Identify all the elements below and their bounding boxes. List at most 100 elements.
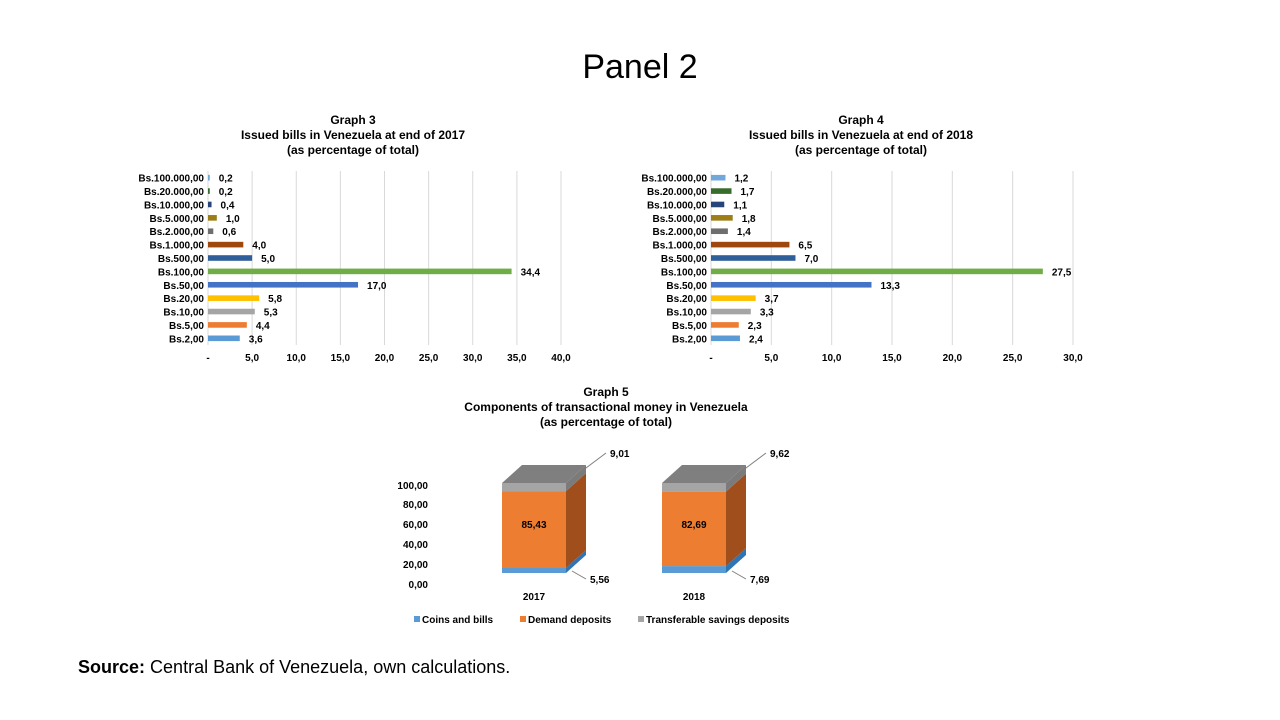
category-label: Bs.20,00 [163, 294, 204, 305]
bar [208, 335, 240, 342]
x-tick-label: 30,0 [1063, 353, 1083, 364]
bar [711, 322, 739, 328]
bar [208, 268, 512, 275]
y-tick-label: 100,00 [397, 481, 428, 492]
bar [711, 295, 756, 301]
bar-segment-side [726, 473, 746, 567]
source-note: Source: Central Bank of Venezuela, own c… [78, 657, 510, 678]
bar [208, 281, 359, 288]
x-tick-label: - [206, 353, 209, 364]
category-label: Bs.10.000,00 [144, 200, 204, 211]
data-label: 0,2 [219, 187, 233, 198]
legend-label: Coins and bills [422, 615, 494, 626]
leader-line [741, 452, 767, 472]
graph5-subtitle2: (as percentage of total) [539, 415, 673, 429]
category-label: Bs.1.000,00 [150, 241, 205, 252]
data-label: 0,2 [219, 174, 233, 185]
x-tick-label: 5,0 [245, 353, 259, 364]
x-tick-label: 10,0 [822, 353, 842, 364]
y-tick-label: 40,00 [403, 540, 428, 551]
x-tick-label: 35,0 [507, 353, 527, 364]
leader-line [581, 452, 607, 472]
category-label: Bs.10.000,00 [647, 200, 707, 211]
data-label: 3,6 [249, 334, 263, 345]
bar-top-face [502, 465, 586, 483]
category-label: Bs.10,00 [666, 308, 707, 319]
category-label: Bs.20.000,00 [647, 187, 707, 198]
bar-segment [502, 491, 566, 568]
source-label: Source: [78, 657, 146, 677]
category-label: Bs.2.000,00 [653, 227, 708, 238]
bar [208, 255, 253, 261]
legend-swatch [520, 616, 526, 622]
data-label: 34,4 [521, 267, 541, 278]
data-label: 3,7 [765, 294, 779, 305]
graph3-subtitle2: (as percentage of total) [286, 143, 420, 157]
x-tick-label: 10,0 [287, 353, 307, 364]
x-tick-label: 30,0 [463, 353, 483, 364]
bar [711, 228, 728, 235]
legend-swatch [638, 616, 644, 622]
category-label: Bs.5.000,00 [653, 214, 708, 225]
category-label: Bs.50,00 [666, 281, 707, 292]
bar [208, 308, 255, 315]
category-label: Bs.1.000,00 [653, 241, 708, 252]
data-label: 27,5 [1052, 267, 1072, 278]
bar-segment-side [566, 473, 586, 568]
bar [208, 174, 210, 181]
x-category-label: 2018 [683, 592, 706, 603]
bar-segment-side [726, 548, 746, 573]
graph4-title: Graph 4 [838, 113, 884, 127]
graph3-subtitle: Issued bills in Venezuela at end of 2017 [240, 128, 466, 142]
bar-top-face [662, 465, 746, 483]
x-tick-label: - [709, 353, 712, 364]
bar [711, 255, 796, 261]
bar [208, 188, 210, 194]
data-label: 85,43 [521, 520, 546, 531]
leader-line [571, 570, 587, 580]
graph5-subtitle: Components of transactional money in Ven… [464, 400, 748, 414]
x-tick-label: 5,0 [764, 353, 778, 364]
data-label: 2,3 [748, 321, 762, 332]
bar-segment [662, 566, 726, 573]
legend-swatch [414, 616, 420, 622]
graph5-title-block: Graph 5 Components of transactional mone… [456, 385, 756, 430]
category-label: Bs.2.000,00 [150, 227, 205, 238]
category-label: Bs.100.000,00 [641, 174, 707, 185]
data-label: 4,4 [256, 321, 270, 332]
category-label: Bs.500,00 [661, 254, 708, 265]
category-label: Bs.100.000,00 [138, 174, 204, 185]
bar-segment-side [566, 549, 586, 573]
source-text: Central Bank of Venezuela, own calculati… [150, 657, 511, 677]
bar [711, 201, 725, 208]
x-tick-label: 25,0 [1003, 353, 1023, 364]
data-label: 5,8 [268, 294, 282, 305]
graph4-title-block: Graph 4 Issued bills in Venezuela at end… [711, 113, 1011, 158]
bar [711, 174, 726, 181]
bar [208, 322, 247, 328]
category-label: Bs.5.000,00 [150, 214, 205, 225]
bar [208, 215, 217, 221]
category-label: Bs.20.000,00 [144, 187, 204, 198]
bar [711, 268, 1043, 275]
data-label: 3,3 [760, 308, 774, 319]
x-tick-label: 20,0 [375, 353, 395, 364]
data-label: 0,4 [221, 200, 235, 211]
bar [711, 281, 872, 288]
y-tick-label: 80,00 [403, 500, 428, 511]
slide-title: Panel 2 [582, 48, 698, 86]
bar [711, 188, 732, 194]
category-label: Bs.500,00 [158, 254, 205, 265]
bar [711, 241, 790, 248]
data-label: 6,5 [798, 241, 812, 252]
data-label: 1,1 [733, 200, 747, 211]
data-label: 82,69 [681, 520, 706, 531]
category-label: Bs.2,00 [672, 334, 707, 345]
bar [711, 308, 751, 315]
bar-segment [502, 483, 566, 492]
data-label: 4,0 [252, 241, 266, 252]
bar [208, 241, 244, 248]
data-label: 0,6 [222, 227, 236, 238]
